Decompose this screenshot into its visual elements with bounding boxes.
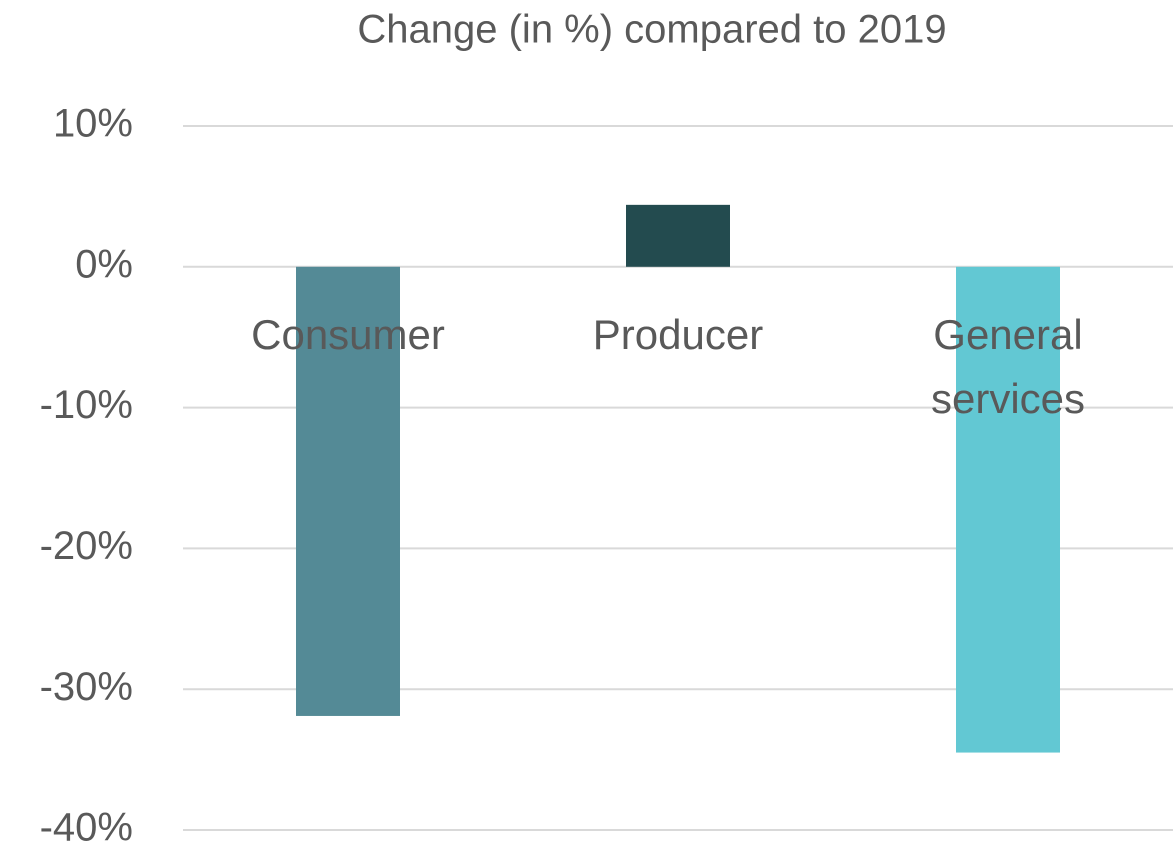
y-tick-label: -10% <box>40 383 133 427</box>
x-tick-label: General services <box>930 310 1086 422</box>
bar <box>296 266 400 716</box>
y-tick-label: -40% <box>40 806 133 850</box>
x-tick-label-box: General services <box>930 310 1086 422</box>
y-tick-label: 10% <box>53 102 133 146</box>
chart-title: Change (in %) compared to 2019 <box>357 8 946 52</box>
bar <box>956 266 1060 753</box>
y-tick-label: 0% <box>75 242 133 286</box>
x-tick-label-box: Consumer <box>251 310 445 358</box>
x-tick-label: Producer <box>592 310 764 358</box>
x-tick-label: Consumer <box>251 310 445 358</box>
y-tick-label: -20% <box>40 524 133 568</box>
y-tick-label: -30% <box>40 665 133 709</box>
bar <box>626 204 730 267</box>
x-tick-label-box: Producer <box>592 310 764 358</box>
